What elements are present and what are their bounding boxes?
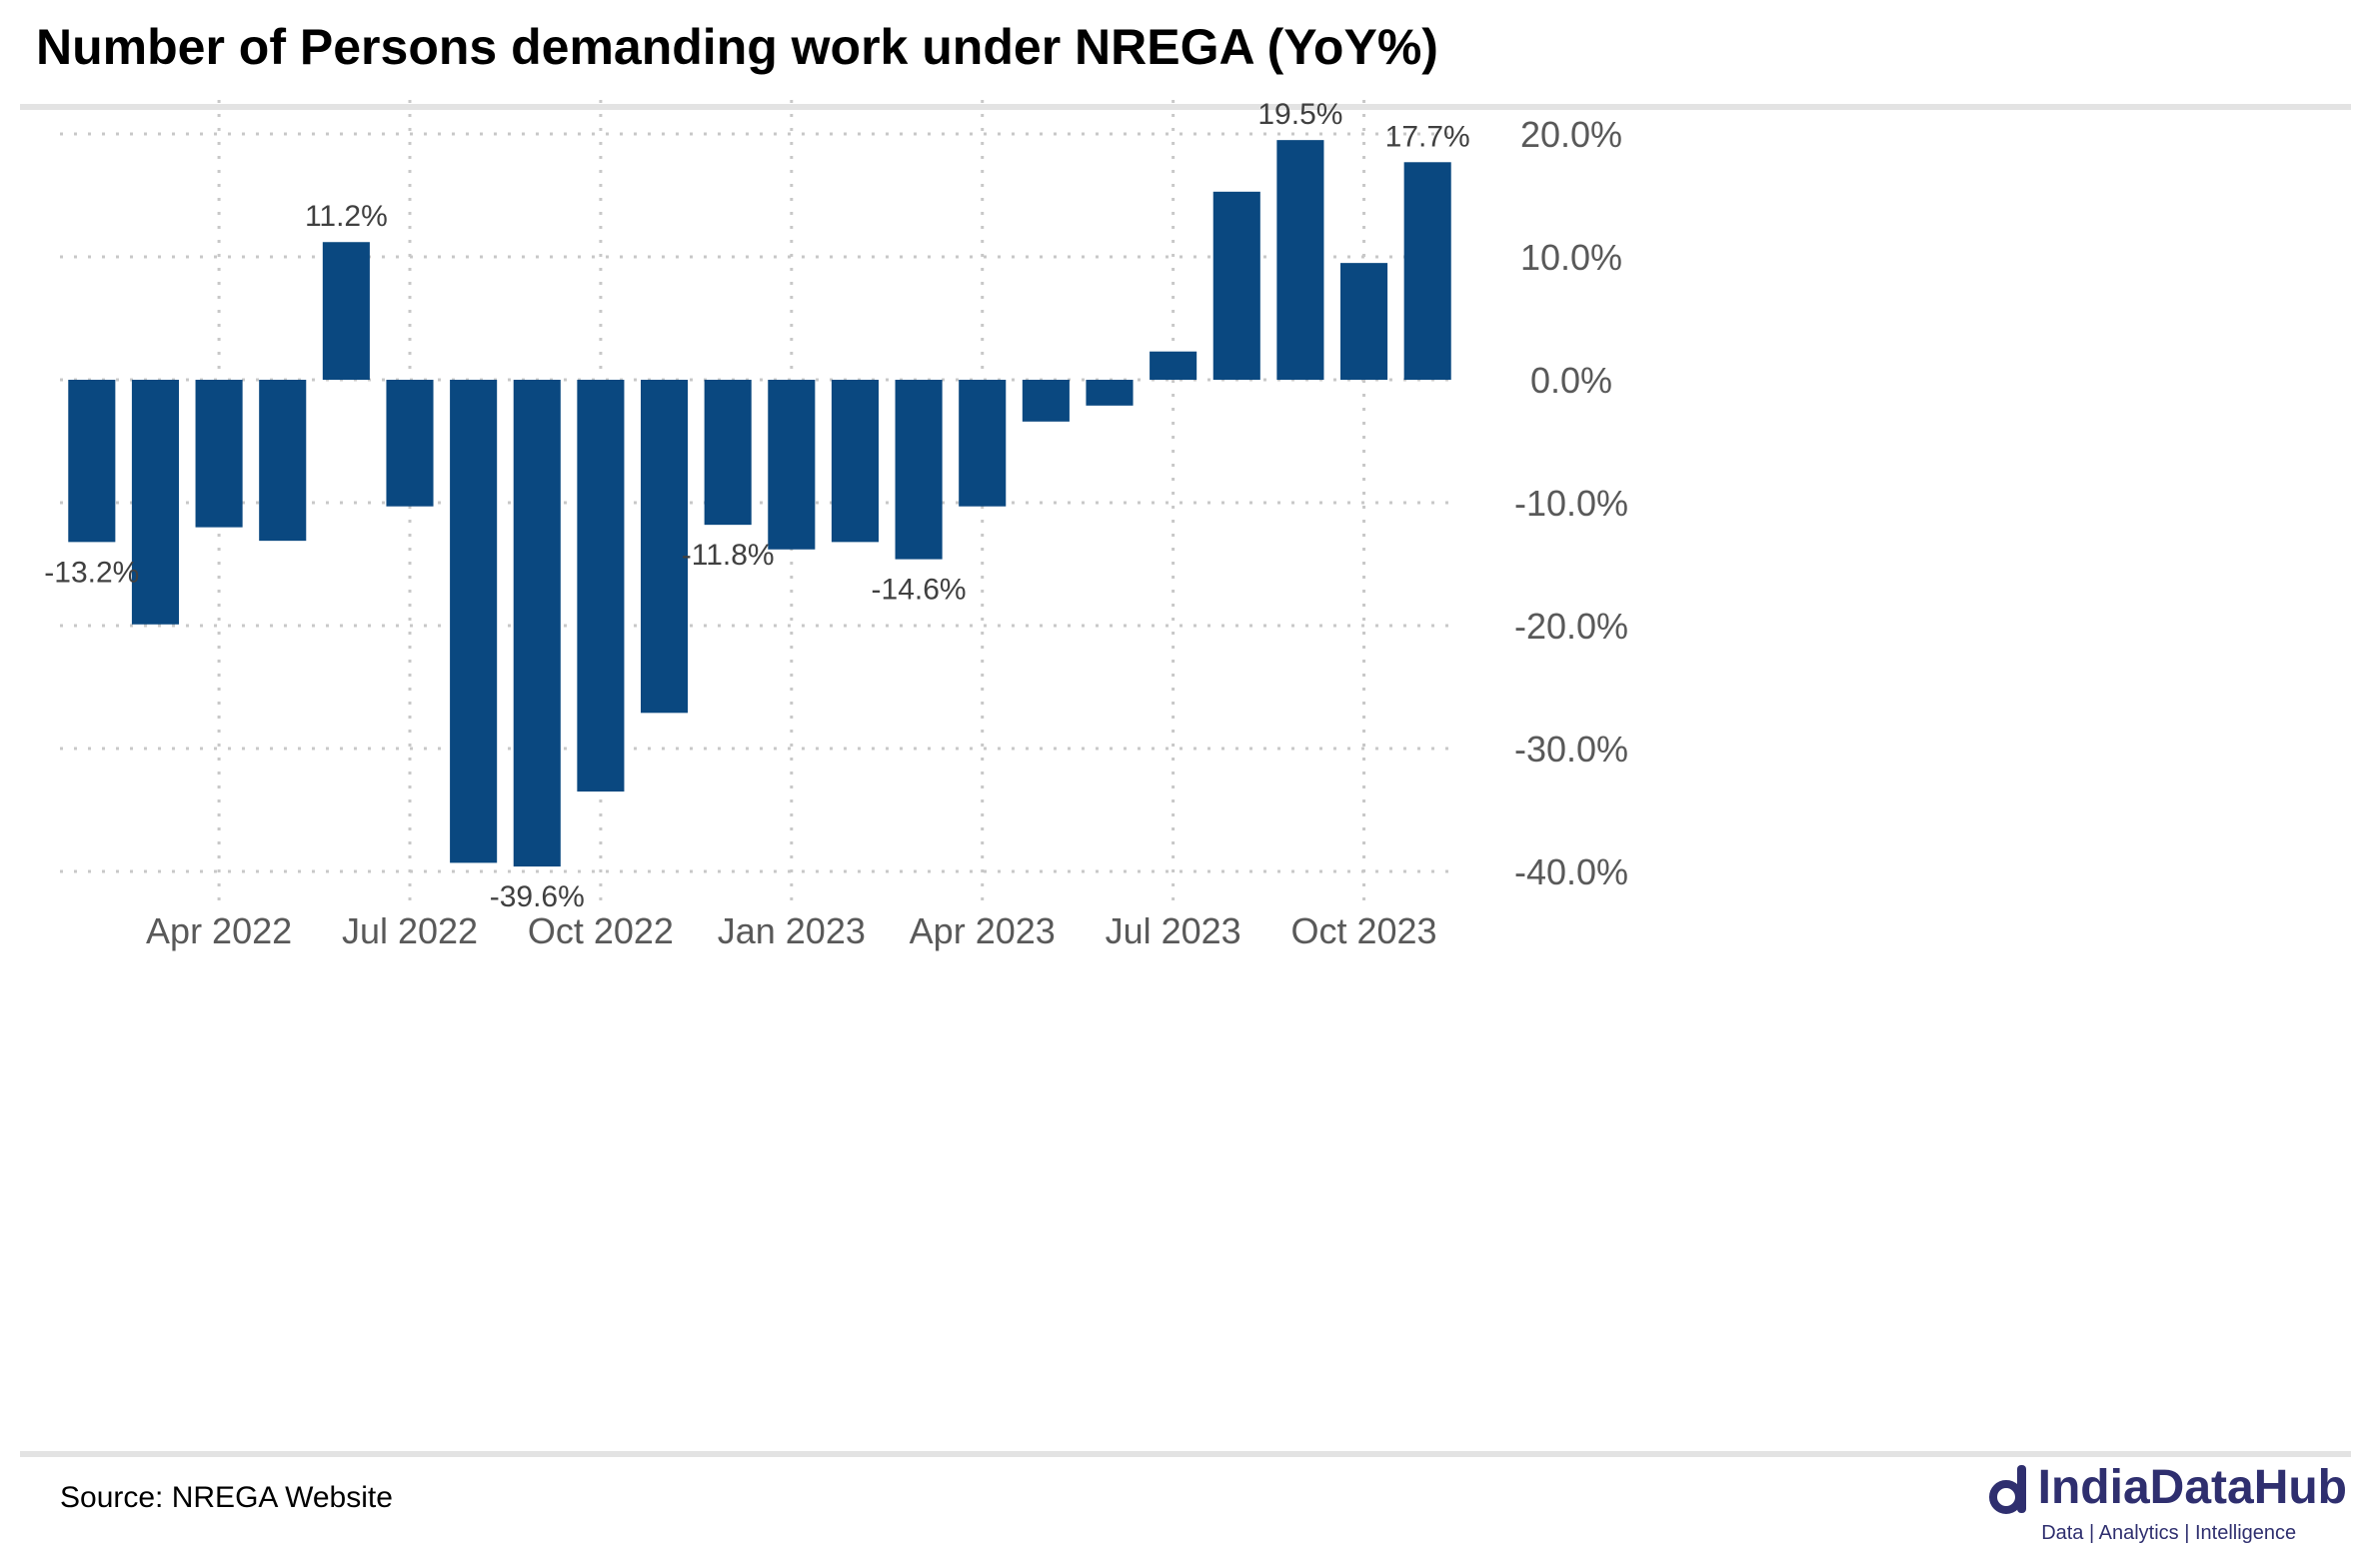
x-tick-label: Apr 2022 xyxy=(146,910,292,951)
data-label-0: -13.2% xyxy=(44,556,139,589)
data-label-19: 19.5% xyxy=(1257,98,1342,131)
y-tick-label: -30.0% xyxy=(1514,729,1628,770)
data-labels: -13.2% 11.2% -39.6% -11.8% -14.6% 19.5% 17.7% xyxy=(44,98,1469,913)
bar-dec-2022 xyxy=(704,380,752,526)
data-label-10: -11.8% xyxy=(682,539,775,572)
bar-oct-2022 xyxy=(577,380,625,792)
y-tick-label: 0.0% xyxy=(1530,360,1612,401)
chart-title: Number of Persons demanding work under N… xyxy=(36,19,1438,75)
y-tick-label: 10.0% xyxy=(1520,237,1622,278)
bar-feb-2023 xyxy=(831,380,879,543)
bar-sep-2023 xyxy=(1276,140,1324,380)
bar-mar-2022 xyxy=(131,380,179,625)
bar-mar-2023 xyxy=(895,380,943,560)
bar-aug-2022 xyxy=(450,380,498,863)
bar-jan-2023 xyxy=(768,380,816,550)
bar-sep-2022 xyxy=(513,380,561,867)
y-axis-ticks: 20.0% 10.0% 0.0% -10.0% -20.0% -30.0% -40.0% xyxy=(1514,114,1628,892)
x-tick-label: Jul 2023 xyxy=(1106,910,1241,951)
bar-apr-2022 xyxy=(195,380,243,528)
y-tick-label: -10.0% xyxy=(1514,483,1628,524)
bar-may-2023 xyxy=(1022,380,1070,422)
brand-tagline: Data | Analytics | Intelligence xyxy=(2041,1522,2297,1544)
data-label-21: 17.7% xyxy=(1385,120,1470,153)
bar-nov-2022 xyxy=(641,380,689,714)
brand-logo: IndiaDataHub Data | Analytics | Intellig… xyxy=(1987,1461,2347,1545)
brand-name: IndiaDataHub xyxy=(2037,1461,2347,1514)
bar-aug-2023 xyxy=(1212,191,1260,380)
grid-lines xyxy=(60,100,1459,905)
data-label-4: 11.2% xyxy=(305,200,388,233)
bar-nov-2023 xyxy=(1403,162,1451,380)
bar-feb-2022 xyxy=(68,380,116,543)
x-axis-ticks: Apr 2022 Jul 2022 Oct 2022 Jan 2023 Apr 2023… xyxy=(146,910,1437,951)
bar-may-2022 xyxy=(259,380,307,542)
source-note: Source: NREGA Website xyxy=(60,1481,393,1514)
data-label-13: -14.6% xyxy=(872,574,967,607)
bar-series xyxy=(68,140,1451,867)
bottom-divider xyxy=(20,1451,2351,1457)
top-divider xyxy=(20,104,2351,110)
y-tick-label: 20.0% xyxy=(1520,114,1622,155)
bar-jul-2022 xyxy=(386,380,434,507)
x-tick-label: Apr 2023 xyxy=(910,910,1056,951)
x-tick-label: Oct 2023 xyxy=(1290,910,1436,951)
bar-apr-2023 xyxy=(959,380,1007,507)
y-tick-label: -20.0% xyxy=(1514,606,1628,647)
x-tick-label: Jul 2022 xyxy=(342,910,478,951)
indiadatahub-logo-icon xyxy=(1987,1461,2033,1522)
x-tick-label: Oct 2022 xyxy=(528,910,674,951)
bar-jun-2023 xyxy=(1086,380,1134,406)
bar-oct-2023 xyxy=(1340,263,1388,380)
data-label-7: -39.6% xyxy=(490,880,585,913)
y-tick-label: -40.0% xyxy=(1514,851,1628,892)
bar-jul-2023 xyxy=(1150,351,1197,380)
x-tick-label: Jan 2023 xyxy=(718,910,866,951)
bar-jun-2022 xyxy=(322,242,370,380)
